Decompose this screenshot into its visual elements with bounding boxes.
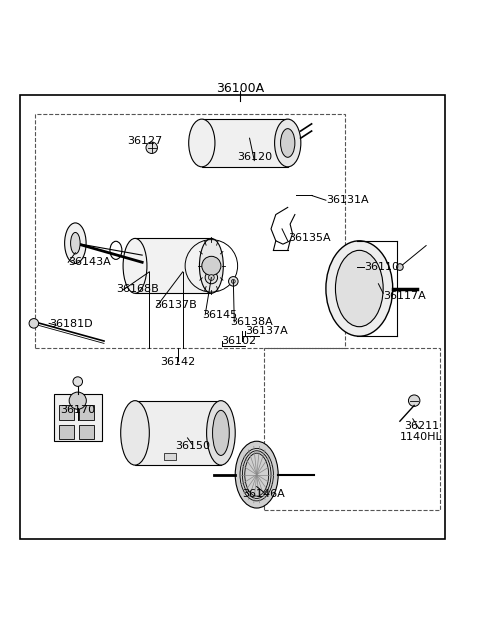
- Text: 36138A: 36138A: [230, 317, 273, 327]
- Circle shape: [228, 277, 238, 286]
- Ellipse shape: [71, 232, 80, 254]
- Circle shape: [73, 377, 83, 386]
- Circle shape: [396, 264, 403, 270]
- Text: 36142: 36142: [160, 358, 195, 368]
- Ellipse shape: [120, 401, 149, 465]
- Text: 36100A: 36100A: [216, 82, 264, 95]
- Text: 36137A: 36137A: [245, 327, 288, 337]
- Bar: [79, 405, 94, 420]
- Text: 36168B: 36168B: [116, 283, 159, 293]
- Bar: [135, 401, 221, 465]
- Text: 36127: 36127: [127, 136, 162, 146]
- Text: 36181D: 36181D: [49, 319, 93, 329]
- Ellipse shape: [213, 410, 229, 456]
- Circle shape: [231, 280, 235, 283]
- Bar: [59, 425, 74, 439]
- Bar: [21, 95, 445, 539]
- Circle shape: [208, 275, 214, 280]
- Ellipse shape: [235, 441, 278, 508]
- Text: 36211
1140HL: 36211 1140HL: [400, 421, 443, 443]
- Text: 36137B: 36137B: [154, 300, 197, 310]
- Circle shape: [146, 142, 157, 154]
- Text: 36135A: 36135A: [288, 233, 330, 244]
- Ellipse shape: [281, 129, 295, 157]
- Circle shape: [205, 272, 217, 284]
- Text: 36120: 36120: [237, 153, 272, 162]
- Circle shape: [29, 319, 38, 328]
- Ellipse shape: [206, 401, 235, 465]
- Text: 36143A: 36143A: [68, 257, 111, 267]
- Text: 36150: 36150: [175, 441, 210, 451]
- Bar: [135, 239, 211, 293]
- Ellipse shape: [336, 250, 383, 327]
- Text: 36131A: 36131A: [326, 195, 369, 205]
- Ellipse shape: [65, 223, 86, 264]
- Bar: [202, 119, 288, 167]
- Bar: [59, 405, 74, 420]
- Ellipse shape: [275, 119, 301, 167]
- Bar: [79, 425, 94, 439]
- Bar: [264, 348, 441, 510]
- Ellipse shape: [189, 119, 215, 167]
- Text: 36110: 36110: [364, 262, 399, 272]
- Text: 36146A: 36146A: [242, 489, 285, 498]
- Bar: [164, 453, 176, 460]
- Text: 36145: 36145: [202, 310, 237, 320]
- Text: 36102: 36102: [221, 336, 256, 346]
- Bar: [54, 394, 102, 441]
- Text: 36170: 36170: [60, 405, 96, 415]
- Circle shape: [69, 392, 86, 409]
- Ellipse shape: [326, 241, 393, 336]
- Text: 36117A: 36117A: [383, 291, 426, 301]
- Ellipse shape: [123, 239, 147, 293]
- Circle shape: [408, 395, 420, 406]
- Circle shape: [202, 256, 221, 275]
- Ellipse shape: [199, 239, 223, 293]
- Bar: [35, 114, 345, 348]
